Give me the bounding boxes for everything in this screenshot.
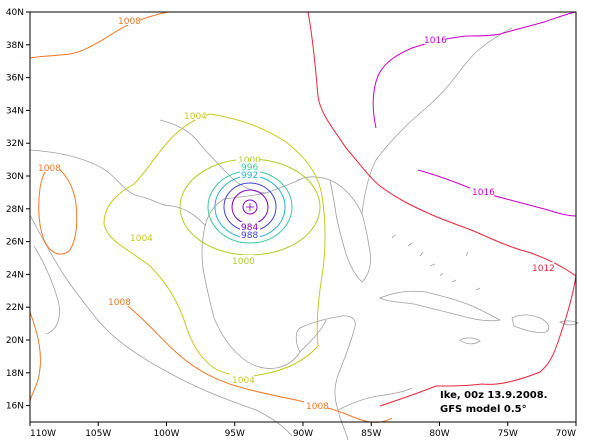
x-tick-label: 90W (293, 429, 313, 439)
cuba-outline (379, 290, 502, 322)
y-tick-label: 28N (6, 205, 24, 215)
map-frame (29, 11, 577, 423)
storm-center-marker (246, 203, 254, 211)
y-tick-label: 40N (6, 8, 24, 18)
label-988: 988 (241, 231, 258, 241)
isobar-1004 (103, 113, 326, 377)
coastlines (29, 27, 579, 441)
y-tick-label: 22N (6, 303, 24, 313)
y-tick-label: 24N (6, 270, 24, 280)
label-1012: 1012 (532, 264, 555, 274)
label-1000-b: 1000 (232, 257, 255, 267)
y-tick-label: 36N (6, 74, 24, 84)
x-tick-label: 95W (225, 429, 245, 439)
y-tick-label: 18N (6, 369, 24, 379)
label-1008-b: 1008 (38, 164, 61, 174)
y-tick-label: 32N (6, 139, 24, 149)
label-1016-b: 1016 (472, 188, 495, 198)
label-996: 996 (241, 163, 258, 173)
x-tick-label: 100W (153, 429, 179, 439)
isobar-1008-south (119, 299, 393, 423)
latitude-axis: 16N 18N 20N 22N 24N 26N 28N 30N 32N 34N 36N 38N 40N (6, 8, 30, 412)
isobar-1016-east (417, 169, 577, 217)
y-tick-label: 34N (6, 106, 24, 116)
isobar-1008-north (29, 11, 169, 59)
annotation-line-2: GFS model 0.5° (440, 404, 527, 415)
central-america-coast (337, 387, 413, 411)
label-1004-c: 1004 (232, 376, 255, 386)
x-tick-label: 80W (429, 429, 449, 439)
annotation-line-1: Ike, 00z 13.9.2008. (440, 390, 548, 401)
atlantic-coast (361, 27, 513, 215)
x-tick-label: 70W (556, 429, 576, 439)
mexico-pacific-coast (29, 214, 293, 437)
label-1008-d: 1008 (306, 402, 329, 412)
isobar-1012 (307, 11, 577, 407)
label-1004-a: 1004 (184, 112, 207, 122)
y-tick-label: 20N (6, 336, 24, 346)
isobar-labels: 1008 1016 1004 1000 1008 996 992 1016 98… (36, 15, 555, 412)
x-tick-label: 85W (361, 429, 381, 439)
isobars (29, 11, 577, 423)
y-tick-label: 26N (6, 238, 24, 248)
baja-coast (33, 245, 60, 335)
isobar-1016-west (372, 11, 577, 129)
longitude-axis: 110W 105W 100W 95W 90W 85W 80W 75W 70W (29, 422, 577, 439)
puerto-rico-outline (559, 320, 579, 326)
label-1004-b: 1004 (130, 234, 153, 244)
us-mexico-border (29, 149, 207, 227)
gulf-coast (201, 176, 331, 369)
hispaniola-outline (511, 314, 550, 333)
label-1000-a: 1000 (238, 156, 261, 166)
isobar-984-inner (242, 199, 258, 215)
yucatan-coast (295, 315, 356, 441)
jamaica-outline (459, 337, 481, 345)
label-984: 984 (241, 223, 258, 233)
label-1008-c: 1008 (108, 298, 131, 308)
y-tick-label: 16N (6, 402, 24, 412)
label-1016-a: 1016 (424, 36, 447, 46)
bahamas-islands (391, 234, 481, 291)
isobar-1008-loop (38, 163, 78, 255)
y-tick-label: 38N (6, 41, 24, 51)
isobar-1008-west (29, 311, 41, 403)
label-992: 992 (241, 171, 258, 181)
label-1008-a: 1008 (118, 17, 141, 27)
y-tick-label: 30N (6, 172, 24, 182)
x-tick-label: 75W (498, 429, 518, 439)
x-tick-label: 105W (85, 429, 111, 439)
x-tick-label: 110W (30, 429, 56, 439)
